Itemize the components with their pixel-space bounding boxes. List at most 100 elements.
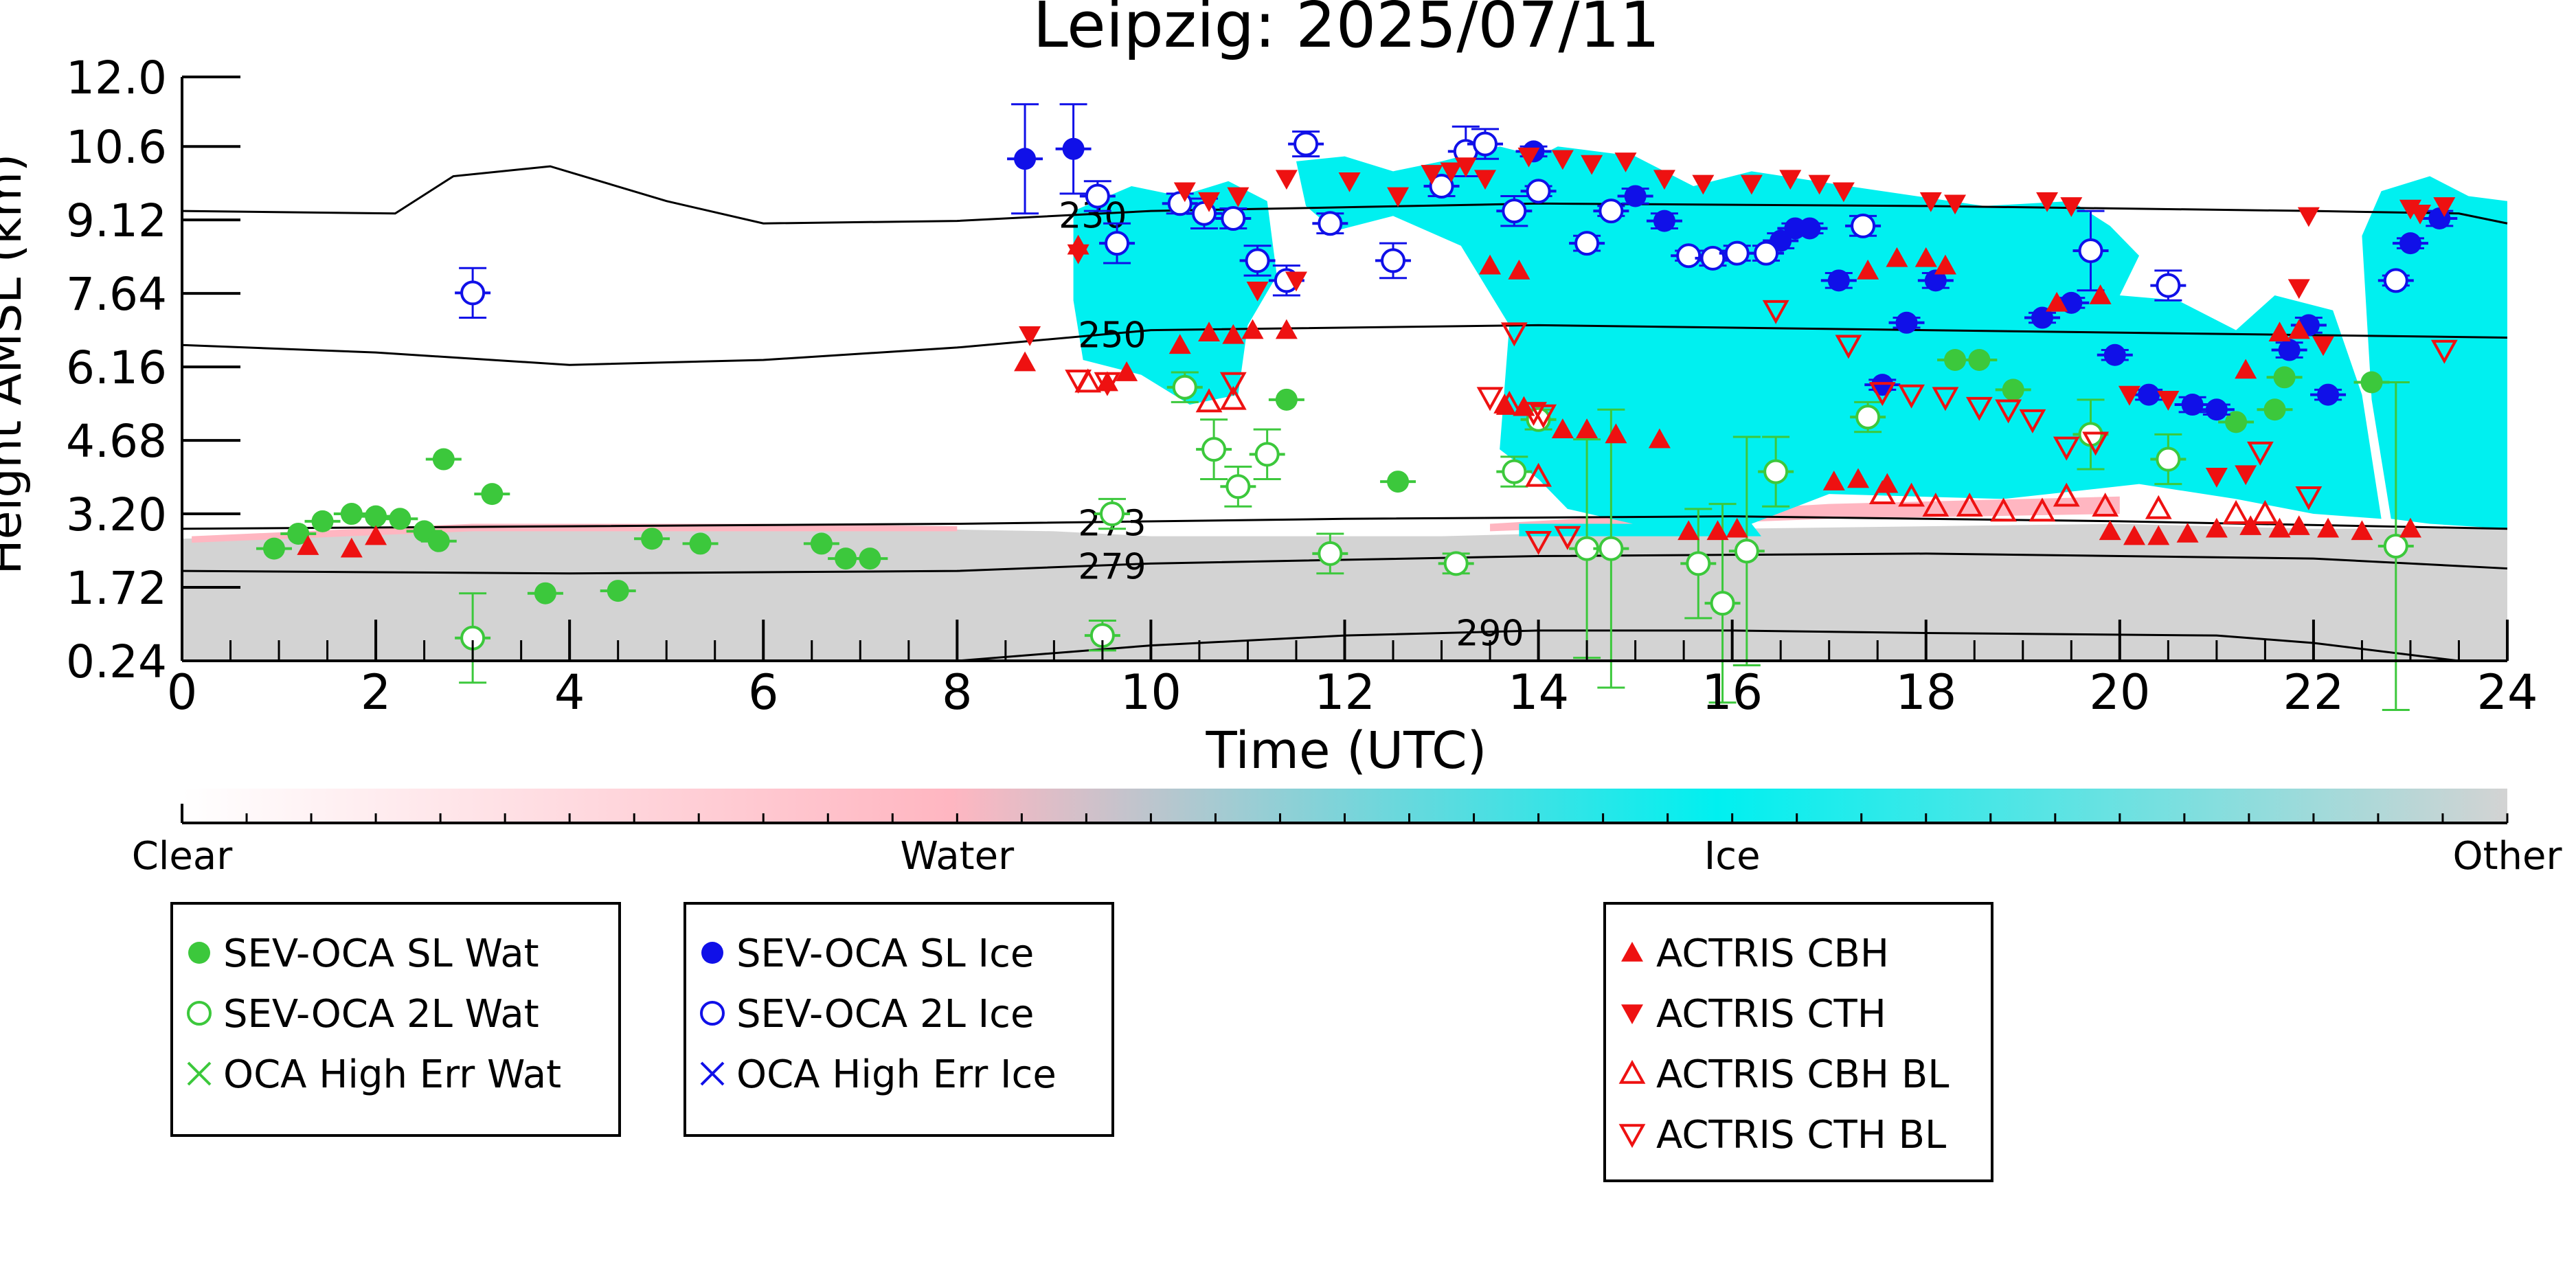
data-point bbox=[1808, 174, 1831, 195]
x-tick-label: 14 bbox=[1508, 664, 1569, 721]
data-point bbox=[365, 525, 387, 545]
data-point bbox=[1847, 468, 1870, 488]
data-point bbox=[1898, 384, 1925, 409]
data-point bbox=[1686, 551, 1711, 576]
data-point bbox=[1454, 157, 1477, 178]
data-point bbox=[1827, 269, 1850, 292]
data-point bbox=[262, 537, 285, 560]
data-point bbox=[2176, 522, 2199, 543]
data-point bbox=[2222, 499, 2250, 524]
legend-marker bbox=[1621, 1004, 1643, 1024]
data-point bbox=[1895, 311, 1918, 334]
data-point bbox=[2092, 493, 2119, 517]
data-point bbox=[481, 483, 504, 506]
legend-label: OCA High Err Wat bbox=[223, 1052, 561, 1097]
data-point bbox=[1241, 319, 1264, 339]
data-point bbox=[1914, 247, 1937, 267]
data-point bbox=[2103, 343, 2126, 366]
data-point bbox=[1851, 213, 1876, 238]
water-region bbox=[192, 523, 958, 543]
legend-marker bbox=[700, 1001, 725, 1026]
legend-marker bbox=[187, 1001, 212, 1026]
data-point bbox=[1168, 334, 1191, 354]
data-point bbox=[2360, 371, 2383, 394]
data-point bbox=[1085, 183, 1110, 209]
data-point bbox=[1932, 387, 1959, 411]
data-point bbox=[1990, 497, 2017, 522]
data-point bbox=[1285, 271, 1307, 292]
data-point bbox=[2246, 441, 2274, 466]
data-point bbox=[1473, 131, 1498, 157]
data-point bbox=[1734, 539, 1759, 564]
data-point bbox=[1956, 493, 1983, 517]
data-point bbox=[689, 532, 712, 555]
data-point bbox=[1227, 187, 1250, 207]
data-point bbox=[1576, 418, 1598, 438]
data-point bbox=[297, 535, 319, 555]
data-point bbox=[1219, 385, 1247, 410]
x-tick-label: 0 bbox=[167, 664, 198, 721]
data-point bbox=[534, 582, 556, 605]
data-point bbox=[1275, 388, 1298, 411]
data-point bbox=[2312, 336, 2335, 357]
data-point bbox=[2297, 207, 2320, 227]
data-point bbox=[1876, 473, 1899, 493]
data-point bbox=[1019, 326, 1041, 346]
colorbar-label-other: Other bbox=[2452, 834, 2562, 879]
data-point bbox=[607, 580, 629, 602]
data-point bbox=[1724, 240, 1750, 266]
legend-marker bbox=[700, 1061, 725, 1086]
legend-label: ACTRIS CTH BL bbox=[1656, 1113, 1946, 1157]
data-point bbox=[1502, 459, 1527, 484]
data-point bbox=[1094, 372, 1121, 396]
data-point bbox=[2029, 497, 2056, 522]
series-sev-oca-sl-wat bbox=[256, 348, 2390, 605]
y-tick-label: 7.64 bbox=[66, 268, 167, 321]
data-point bbox=[2351, 520, 2373, 541]
series-actris-cth bbox=[1019, 147, 2456, 488]
data-point bbox=[1922, 493, 1950, 517]
data-point bbox=[1221, 205, 1246, 231]
data-point bbox=[2147, 525, 2170, 545]
data-point bbox=[2278, 339, 2301, 361]
data-point bbox=[2263, 398, 2286, 421]
data-point bbox=[1474, 170, 1497, 190]
data-point bbox=[2181, 394, 2204, 416]
data-point bbox=[1508, 259, 1530, 280]
data-point bbox=[1520, 402, 1547, 427]
x-tick-label: 6 bbox=[748, 664, 779, 721]
data-point bbox=[1222, 324, 1245, 344]
data-point bbox=[1919, 192, 1942, 212]
data-point bbox=[1692, 174, 1715, 195]
data-point bbox=[2205, 517, 2228, 538]
legend-marker bbox=[701, 942, 723, 964]
data-point bbox=[389, 508, 411, 530]
data-point bbox=[1779, 170, 1802, 190]
data-point bbox=[1525, 462, 1552, 487]
legend-box-3: ACTRIS CBH ACTRIS CTH ACTRIS CBH BL ACTRIS … bbox=[1603, 902, 1993, 1182]
data-point bbox=[1201, 437, 1227, 462]
data-point bbox=[2205, 398, 2228, 421]
data-point bbox=[1624, 185, 1647, 207]
data-point bbox=[1065, 370, 1092, 394]
legend-label: OCA High Err Ice bbox=[736, 1052, 1057, 1097]
y-tick-label: 0.24 bbox=[66, 635, 167, 688]
legend-label: ACTRIS CBH bbox=[1656, 931, 1889, 976]
data-point bbox=[1653, 170, 1675, 190]
y-tick-label: 1.72 bbox=[66, 562, 167, 615]
contour-line-279 bbox=[181, 552, 2508, 575]
contour-label-250: 250 bbox=[1078, 315, 1146, 357]
data-point bbox=[2433, 197, 2456, 217]
data-point bbox=[2053, 436, 2080, 461]
data-point bbox=[2287, 515, 2310, 535]
data-point bbox=[2399, 517, 2421, 538]
data-point bbox=[1832, 182, 1855, 203]
contour-line-250 bbox=[181, 324, 2508, 366]
data-point bbox=[1551, 150, 1574, 170]
y-tick-label: 9.12 bbox=[66, 194, 167, 247]
data-point bbox=[1968, 348, 1991, 371]
data-point bbox=[1995, 399, 2022, 424]
data-point bbox=[340, 537, 363, 558]
data-point bbox=[2287, 279, 2310, 300]
data-point bbox=[810, 532, 833, 555]
